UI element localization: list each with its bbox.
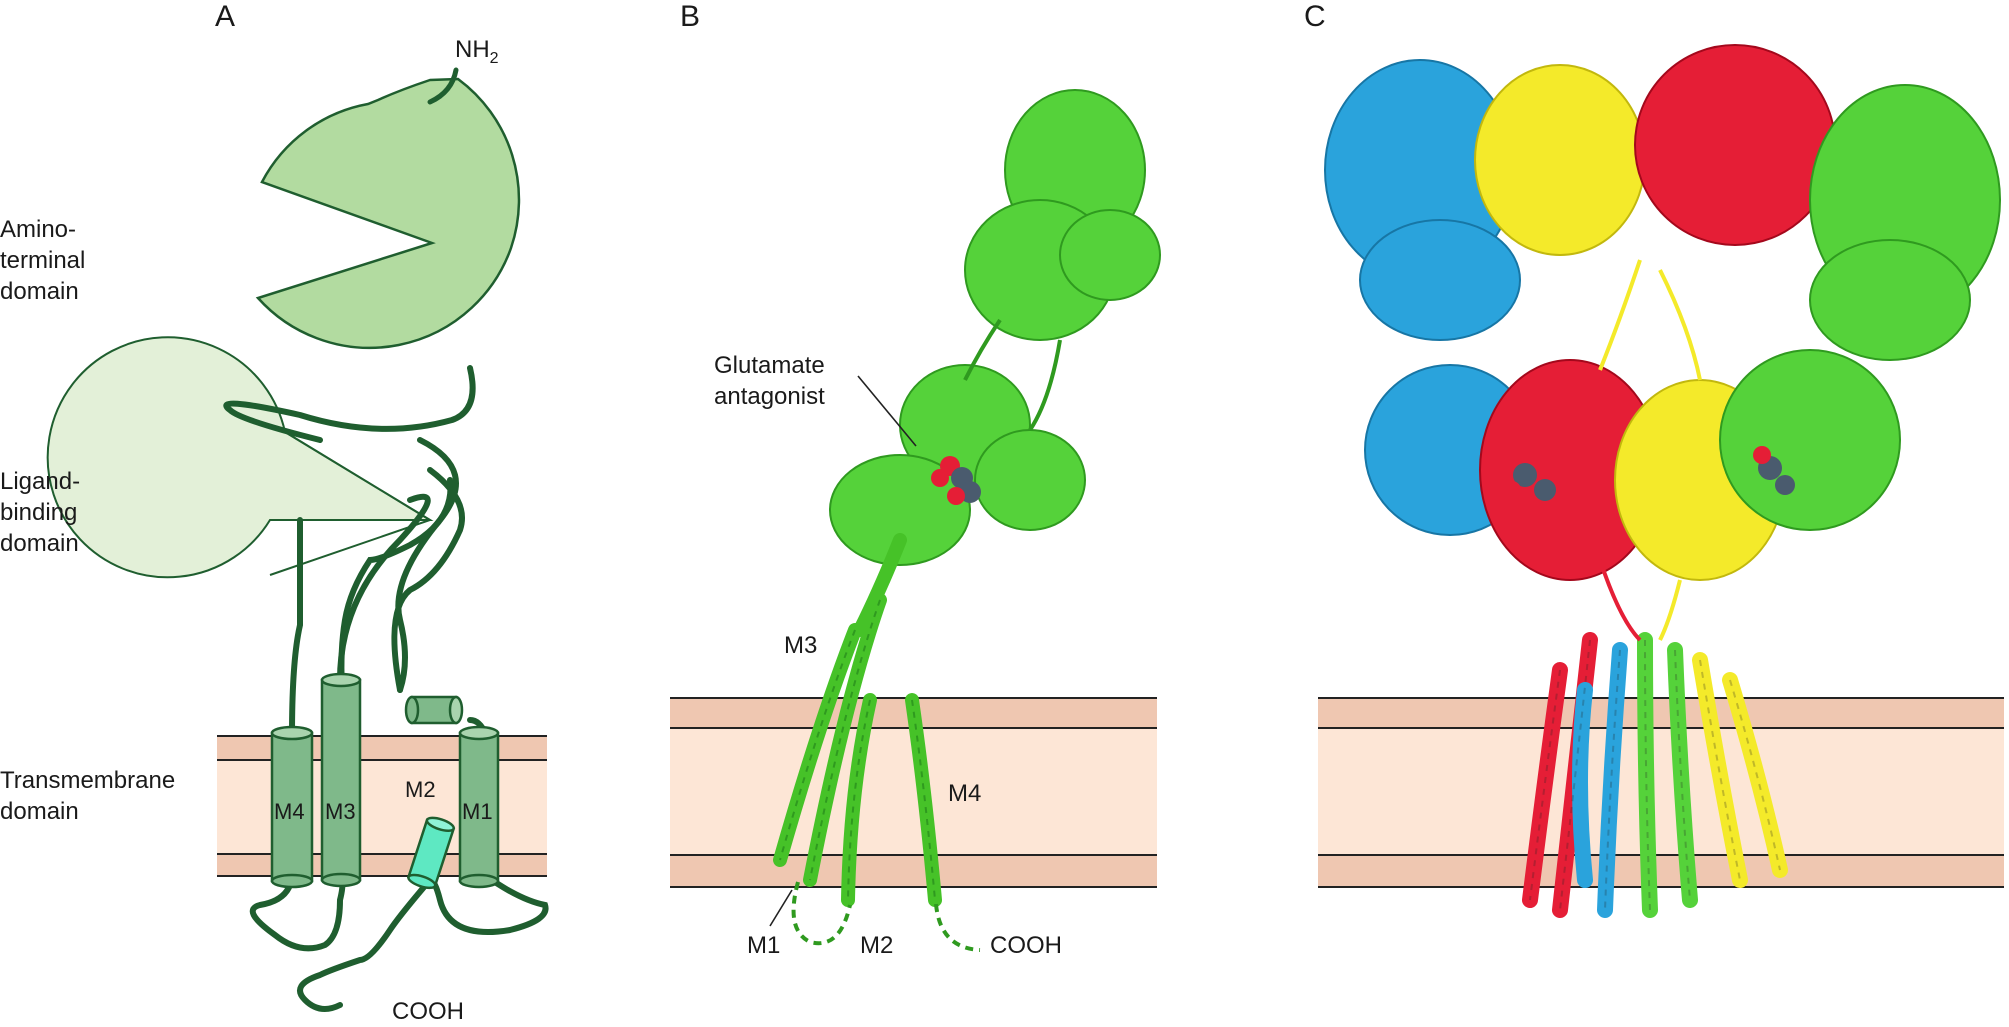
- helix-m4-label-b: M4: [948, 780, 982, 807]
- panel-a-letter: A: [215, 0, 236, 33]
- panel-b-dashed-loops: [791, 881, 981, 952]
- helix-m4-label-a: M4: [274, 799, 305, 824]
- helix-m1-label-a: M1: [462, 799, 493, 824]
- panel-a-helices: [270, 672, 500, 890]
- tetramer-helix-coils: [1529, 639, 1781, 911]
- tetramer-antagonist-spheres: [1503, 446, 1795, 501]
- short-helix-a: [404, 695, 464, 725]
- helix-m2-a: [406, 816, 456, 890]
- panel-b-letter: B: [680, 0, 701, 33]
- helix-m1-label-b: M1: [747, 932, 781, 959]
- m1-leader-line: [769, 889, 793, 927]
- helix-m2-label-b: M2: [860, 932, 894, 959]
- helix-m3-label-b: M3: [784, 632, 818, 659]
- tetramer-linkers: [1598, 259, 1702, 642]
- c-terminus-label-b: COOH: [990, 932, 1062, 959]
- helix-m2-label-a: M2: [405, 777, 436, 802]
- antagonist-leader-line: [857, 375, 917, 447]
- glutamate-antagonist-spheres: [931, 456, 981, 505]
- helix-m1-a: [458, 731, 500, 883]
- tetramer-ligand-binding-layer: [1364, 349, 1901, 581]
- ligand-binding-domain-shape: [46, 336, 434, 579]
- transmembrane-domain-label: Transmembrane domain: [0, 767, 176, 825]
- n-terminus-label: NH2: [455, 36, 499, 67]
- glutamate-antagonist-label: Glutamate antagonist: [714, 352, 825, 410]
- ligand-binding-domain-label: Ligand- binding domain: [0, 468, 81, 557]
- tetramer-amino-terminal-layer: [1324, 44, 2001, 361]
- n-terminus-tail: [427, 67, 459, 105]
- panel-a-diagram: [46, 67, 549, 1012]
- c-terminus-label-a: COOH: [392, 998, 464, 1025]
- helix-m4-a: [270, 731, 314, 883]
- amino-terminal-domain-shape: [255, 77, 521, 350]
- panel-c-membrane: [1318, 697, 2004, 888]
- amino-terminal-domain-label: Amino- terminal domain: [0, 216, 86, 305]
- polypeptide-chain: [223, 365, 549, 1012]
- tetramer-transmembrane-helices: [1522, 632, 1788, 918]
- panel-c-letter: C: [1304, 0, 1326, 33]
- helix-m3-label-a: M3: [325, 799, 356, 824]
- panel-b-helix-coils: [779, 599, 936, 901]
